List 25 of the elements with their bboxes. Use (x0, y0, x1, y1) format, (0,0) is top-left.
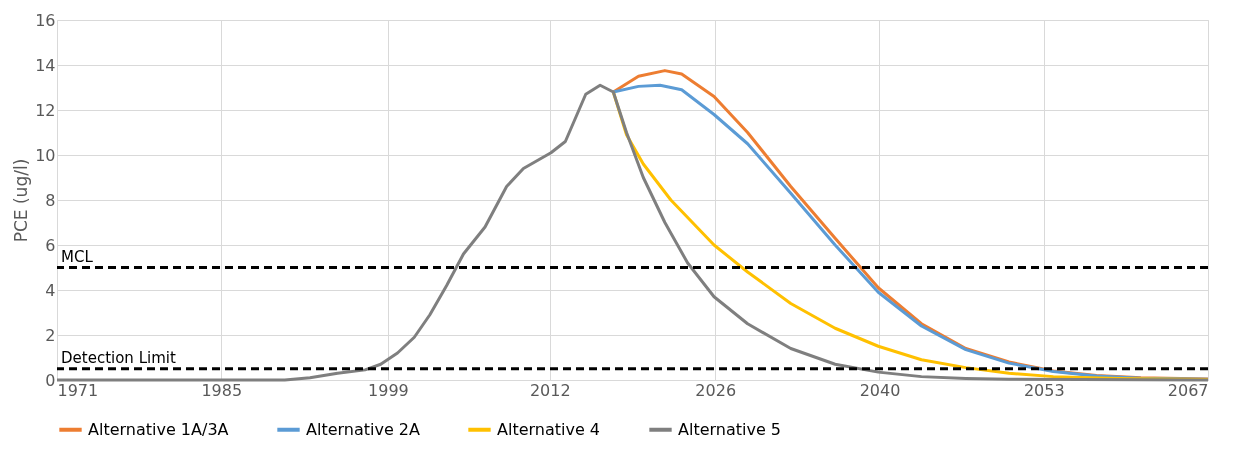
legend-label: Alternative 2A (306, 419, 421, 439)
ref-line-label: MCL (61, 247, 94, 266)
y-tick-label: 6 (45, 235, 56, 255)
x-tick-label: 1985 (201, 380, 243, 400)
x-tick-label: 2026 (695, 380, 737, 400)
legend-label: Alternative 5 (678, 419, 782, 439)
line-series (55, 83, 1210, 382)
x-tick-label: 2012 (529, 380, 571, 400)
x-tick-label: 1999 (368, 380, 409, 400)
y-tick-label: 0 (45, 370, 56, 390)
ref-line-label: Detection Limit (61, 348, 176, 367)
y-tick-label: 14 (35, 55, 56, 75)
x-tick-label: 1971 (57, 380, 99, 400)
y-tick-label: 10 (35, 145, 56, 165)
x-tick-label: 2040 (859, 380, 901, 400)
x-tick-label: 2067 (1167, 380, 1209, 400)
y-tick-label: 4 (45, 280, 56, 300)
legend-label: Alternative 1A/3A (88, 419, 229, 439)
y-tick-label: 2 (45, 325, 56, 345)
y-tick-label: 8 (45, 190, 56, 210)
y-tick-label: 12 (35, 100, 56, 120)
legend-label: Alternative 4 (497, 419, 601, 439)
y-tick-label: 16 (35, 10, 56, 30)
y-axis-title: PCE (ug/l) (11, 158, 32, 243)
x-tick-label: 2053 (1023, 380, 1065, 400)
